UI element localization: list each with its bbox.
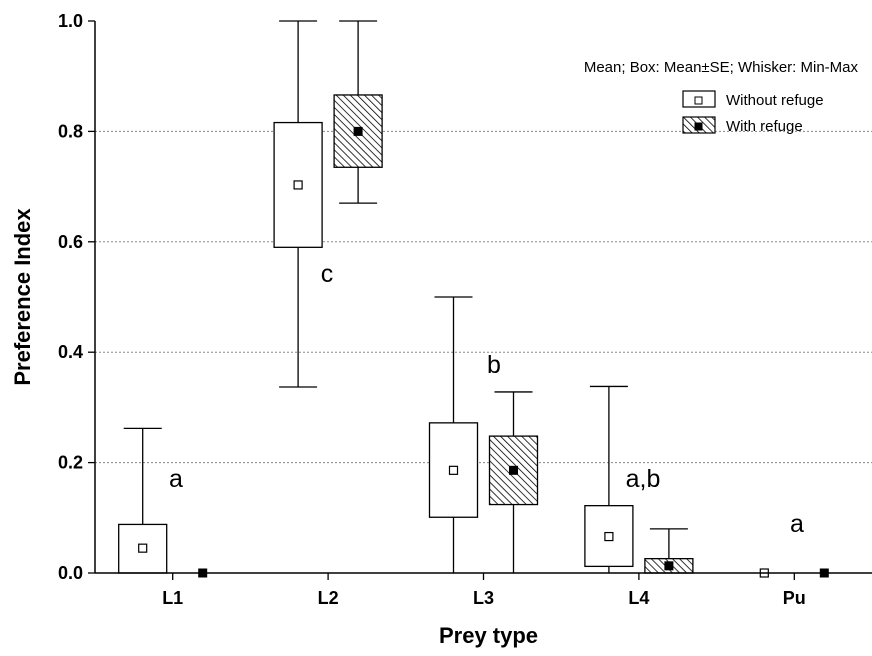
mean-marker bbox=[138, 543, 148, 553]
significance-letter: a bbox=[790, 510, 804, 538]
gridlines bbox=[95, 130, 872, 464]
y-tick-label: 1.0 bbox=[58, 11, 83, 31]
mean-marker bbox=[604, 531, 614, 542]
mean-marker bbox=[353, 126, 363, 136]
significance-letters: a c b a,b a bbox=[169, 260, 804, 538]
legend-marker bbox=[694, 96, 703, 105]
y-tick-label: 0.4 bbox=[58, 342, 83, 362]
y-tick-label: 0.6 bbox=[58, 232, 83, 252]
axes: 0.0 0.2 0.4 0.6 0.8 1.0 L1 L2 L3 L4 Pu bbox=[58, 11, 872, 608]
mean-marker bbox=[293, 180, 303, 190]
mean-marker bbox=[448, 465, 459, 475]
x-tick-label: L4 bbox=[628, 588, 649, 608]
significance-letter: c bbox=[321, 260, 334, 288]
x-tick-label: L2 bbox=[318, 588, 339, 608]
legend-label: Without refuge bbox=[726, 92, 824, 109]
significance-letter: a,b bbox=[626, 465, 661, 493]
significance-letter: a bbox=[169, 465, 183, 493]
y-tick-label: 0.0 bbox=[58, 563, 83, 583]
box bbox=[428, 422, 479, 518]
y-axis-title: Preference Index bbox=[10, 208, 35, 386]
y-tick-label: 0.2 bbox=[58, 453, 83, 473]
legend-title: Mean; Box: Mean±SE; Whisker: Min-Max bbox=[584, 59, 859, 76]
y-tick-label: 0.8 bbox=[58, 121, 83, 141]
x-tick-label: L3 bbox=[473, 588, 494, 608]
mean-marker bbox=[509, 465, 518, 475]
mean-marker bbox=[664, 561, 674, 571]
x-tick-label: Pu bbox=[783, 588, 806, 608]
significance-letter: b bbox=[487, 351, 501, 379]
legend-label: With refuge bbox=[726, 118, 803, 135]
plot-series bbox=[118, 20, 829, 578]
legend-marker bbox=[694, 122, 703, 131]
legend: Mean; Box: Mean±SE; Whisker: Min-Max Wit… bbox=[584, 59, 859, 135]
x-tick-label: L1 bbox=[162, 588, 183, 608]
x-axis-title: Prey type bbox=[439, 623, 538, 648]
